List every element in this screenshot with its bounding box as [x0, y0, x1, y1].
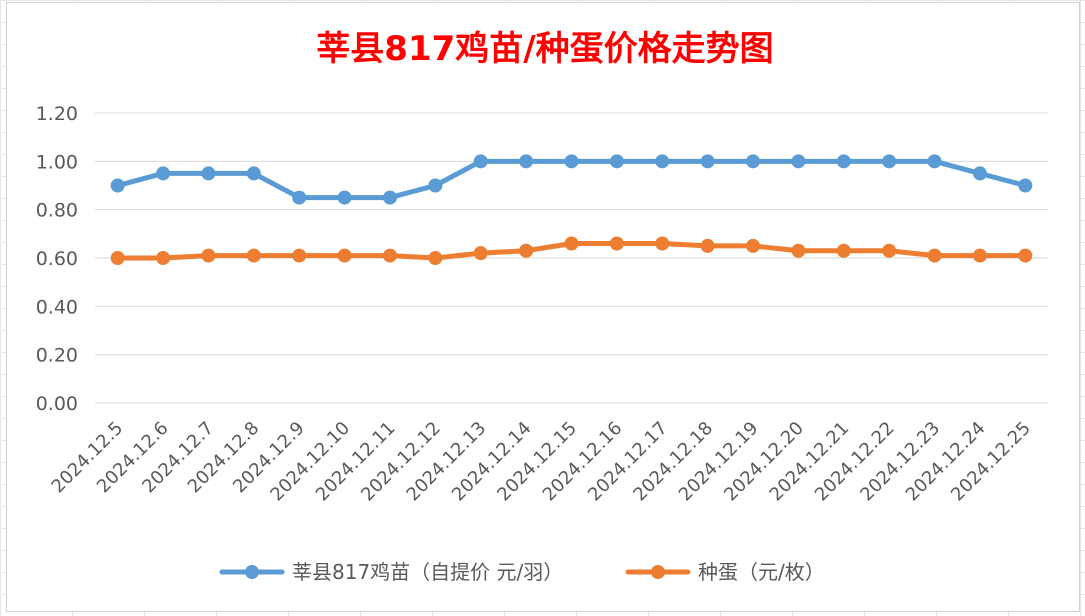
data-point [655, 154, 670, 169]
data-point [700, 154, 715, 169]
chart-title: 莘县817鸡苗/种蛋价格走势图 [316, 29, 773, 69]
data-point [337, 248, 352, 263]
y-tick-label: 0.00 [36, 393, 78, 415]
data-point [972, 166, 987, 181]
plot-series [110, 154, 1033, 265]
data-point [746, 238, 761, 253]
y-tick-label: 0.40 [36, 296, 78, 318]
y-tick-label: 1.20 [36, 103, 78, 125]
data-point [246, 248, 261, 263]
y-tick-label: 0.20 [36, 345, 78, 367]
data-point [927, 248, 942, 263]
data-point [110, 178, 125, 193]
data-point [564, 154, 579, 169]
data-point [791, 154, 806, 169]
data-point [519, 243, 534, 258]
data-point [473, 154, 488, 169]
data-point [609, 236, 624, 251]
data-point [201, 248, 216, 263]
data-point [1018, 248, 1033, 263]
data-point [700, 238, 715, 253]
legend-marker [245, 565, 259, 579]
legend: 莘县817鸡苗（自提价 元/羽） 种蛋（元/枚） [219, 560, 825, 584]
data-point [156, 166, 171, 181]
data-point [791, 243, 806, 258]
data-point [882, 154, 897, 169]
data-point [836, 243, 851, 258]
data-point [292, 248, 307, 263]
data-point [110, 251, 125, 265]
data-point [156, 251, 171, 265]
legend-marker [651, 565, 665, 579]
legend-label: 种蛋（元/枚） [698, 560, 825, 584]
y-tick-label: 0.60 [36, 248, 78, 270]
data-point [564, 236, 579, 251]
data-point [927, 154, 942, 169]
data-point [655, 236, 670, 251]
data-point [746, 154, 761, 169]
data-point [201, 166, 216, 181]
chart-area[interactable] [6, 2, 1080, 612]
data-point [382, 248, 397, 263]
data-point [382, 190, 397, 205]
x-axis: 2024.12.52024.12.62024.12.72024.12.82024… [48, 418, 1035, 506]
data-point [609, 154, 624, 169]
data-point [292, 190, 307, 205]
data-point [337, 190, 352, 205]
data-point [519, 154, 534, 169]
y-tick-label: 1.00 [36, 151, 78, 173]
legend-label: 莘县817鸡苗（自提价 元/羽） [292, 560, 563, 584]
data-point [1018, 178, 1033, 193]
data-point [882, 243, 897, 258]
data-point [246, 166, 261, 181]
data-point [836, 154, 851, 169]
data-point [972, 248, 987, 263]
y-axis: 0.00 0.20 0.40 0.60 0.80 1.00 1.20 [36, 103, 78, 415]
data-point [473, 246, 488, 261]
data-point [428, 251, 443, 265]
y-tick-label: 0.80 [36, 200, 78, 222]
data-point [428, 178, 443, 193]
